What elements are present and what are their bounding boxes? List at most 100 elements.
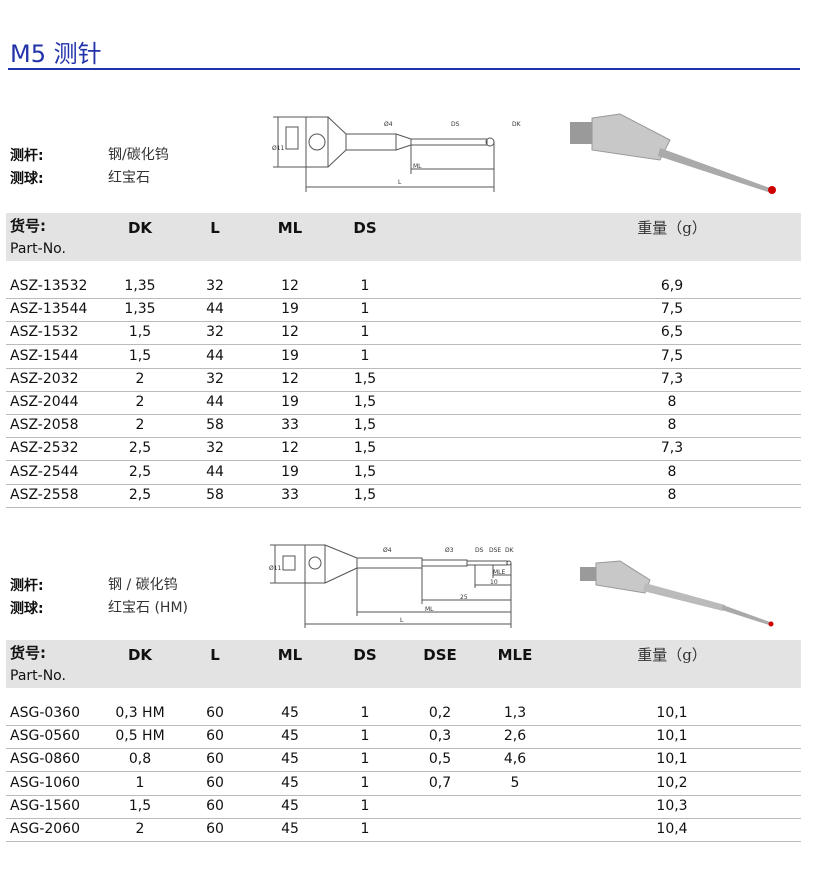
cell-mle: 4,6 bbox=[503, 751, 527, 768]
column-header-ds: DS bbox=[353, 219, 377, 237]
cell-l: 44 bbox=[206, 301, 224, 318]
cell-ds: 1,5 bbox=[353, 440, 377, 457]
svg-text:ML: ML bbox=[413, 163, 422, 170]
column-header-weight: 重量（g） bbox=[637, 646, 707, 664]
svg-text:MLE: MLE bbox=[493, 569, 506, 576]
part-no: ASG-0560 bbox=[10, 728, 80, 745]
cell-l: 60 bbox=[206, 797, 224, 814]
table-row: ASG-1060 1 60 45 1 0,7 5 10,2 bbox=[6, 772, 801, 796]
table-row: ASZ-13532 1,35 32 12 1 6,9 bbox=[6, 275, 801, 299]
cell-dk: 1,5 bbox=[128, 797, 152, 814]
cell-weight: 7,5 bbox=[660, 347, 684, 364]
table-row: ASZ-13544 1,35 44 19 1 7,5 bbox=[6, 298, 801, 323]
part-no: ASZ-2544 bbox=[10, 463, 79, 480]
svg-text:DK: DK bbox=[512, 121, 522, 128]
cell-l: 60 bbox=[206, 821, 224, 837]
cell-ml: 12 bbox=[281, 324, 299, 341]
cell-dk: 0,3 HM bbox=[115, 705, 165, 721]
cell-ds: 1,5 bbox=[353, 417, 377, 434]
cell-dk: 2 bbox=[135, 417, 145, 434]
cell-weight: 8 bbox=[667, 463, 677, 480]
part-no: ASZ-2044 bbox=[10, 394, 79, 410]
ball-material: 红宝石 bbox=[108, 170, 150, 186]
cell-ds: 1 bbox=[360, 821, 370, 837]
column-header-l: L bbox=[210, 219, 220, 237]
column-header-dk: DK bbox=[127, 219, 153, 237]
cell-l: 44 bbox=[206, 394, 224, 410]
cell-weight: 7,3 bbox=[660, 440, 684, 457]
cell-l: 32 bbox=[206, 440, 224, 457]
table-row: ASG-0860 0,8 60 45 1 0,5 4,6 10,1 bbox=[6, 748, 801, 773]
cell-weight: 10,4 bbox=[656, 821, 688, 837]
table-header: 货号: Part-No. DK L ML DS 重量（g） bbox=[6, 213, 801, 261]
cell-ds: 1 bbox=[360, 728, 370, 745]
svg-text:Ø4: Ø4 bbox=[384, 121, 393, 128]
cell-dk: 1,5 bbox=[128, 324, 152, 341]
cell-l: 58 bbox=[206, 486, 224, 503]
part-no: ASG-2060 bbox=[10, 821, 80, 837]
table-row: ASZ-1544 1,5 44 19 1 7,5 bbox=[6, 345, 801, 369]
svg-text:Ø11: Ø11 bbox=[272, 145, 285, 152]
table-row: ASG-2060 2 60 45 1 10,4 bbox=[6, 818, 801, 842]
stylus-drawing: Ø11 Ø4 Ø3 DS DSE DK MLE 10 25 ML L bbox=[269, 544, 515, 628]
cell-mle: 2,6 bbox=[503, 728, 527, 745]
cell-ds: 1 bbox=[360, 705, 370, 721]
cell-weight: 10,1 bbox=[656, 728, 688, 745]
part-no: ASZ-1532 bbox=[10, 324, 79, 341]
cell-ml: 45 bbox=[281, 705, 299, 721]
table-row: ASZ-2532 2,5 32 12 1,5 7,3 bbox=[6, 437, 801, 462]
cell-ml: 12 bbox=[281, 370, 299, 387]
title-rule bbox=[8, 68, 800, 70]
svg-text:L: L bbox=[400, 617, 404, 624]
cell-ds: 1 bbox=[360, 347, 370, 364]
cell-weight: 6,5 bbox=[660, 324, 684, 341]
cell-dk: 1,5 bbox=[128, 347, 152, 364]
part-no: ASG-0860 bbox=[10, 751, 80, 768]
cell-dse: 0,3 bbox=[428, 728, 452, 745]
cell-dse: 0,5 bbox=[428, 751, 452, 768]
cell-dk: 2 bbox=[135, 370, 145, 387]
cell-weight: 6,9 bbox=[660, 278, 684, 294]
cell-ml: 33 bbox=[281, 417, 299, 434]
column-header-weight: 重量（g） bbox=[637, 219, 707, 237]
table-row: ASZ-2058 2 58 33 1,5 8 bbox=[6, 414, 801, 439]
cell-ml: 19 bbox=[281, 347, 299, 364]
cell-dk: 1,35 bbox=[124, 278, 156, 294]
cell-dk: 1,35 bbox=[124, 301, 156, 318]
stylus-drawing: ML L Ø11 Ø4 DS DK bbox=[272, 116, 522, 192]
cell-dse: 0,7 bbox=[428, 774, 452, 791]
cell-weight: 10,1 bbox=[656, 705, 688, 721]
cell-ds: 1 bbox=[360, 301, 370, 318]
column-header-ml: ML bbox=[277, 646, 303, 664]
cell-ml: 45 bbox=[281, 797, 299, 814]
shaft-label: 测杆: bbox=[10, 148, 44, 164]
part-no-header: 货号: bbox=[10, 217, 46, 235]
cell-weight: 10,3 bbox=[656, 797, 688, 814]
table-row: ASZ-2044 2 44 19 1,5 8 bbox=[6, 391, 801, 415]
cell-dk: 2,5 bbox=[128, 463, 152, 480]
svg-text:Ø4: Ø4 bbox=[383, 547, 392, 554]
svg-text:ML: ML bbox=[425, 606, 434, 613]
table-row: ASG-1560 1,5 60 45 1 10,3 bbox=[6, 795, 801, 819]
part-no: ASZ-2032 bbox=[10, 370, 79, 387]
part-no-header-en: Part-No. bbox=[10, 241, 66, 257]
stylus-photo bbox=[580, 560, 774, 627]
cell-ds: 1,5 bbox=[353, 486, 377, 503]
cell-weight: 10,1 bbox=[656, 751, 688, 768]
cell-weight: 10,2 bbox=[656, 774, 688, 791]
cell-ds: 1 bbox=[360, 324, 370, 341]
cell-dk: 0,8 bbox=[128, 751, 152, 768]
cell-weight: 8 bbox=[667, 486, 677, 503]
cell-ml: 45 bbox=[281, 751, 299, 768]
shaft-material: 钢 / 碳化钨 bbox=[108, 577, 178, 593]
column-header-ds: DS bbox=[353, 646, 377, 664]
column-header-mle: MLE bbox=[497, 646, 533, 664]
cell-ds: 1 bbox=[360, 751, 370, 768]
cell-dk: 2 bbox=[135, 394, 145, 410]
column-header-dk: DK bbox=[127, 646, 153, 664]
cell-ml: 19 bbox=[281, 301, 299, 318]
cell-l: 44 bbox=[206, 347, 224, 364]
ball-material: 红宝石 (HM) bbox=[108, 600, 188, 616]
cell-ml: 45 bbox=[281, 821, 299, 837]
svg-text:DSE: DSE bbox=[489, 547, 501, 554]
